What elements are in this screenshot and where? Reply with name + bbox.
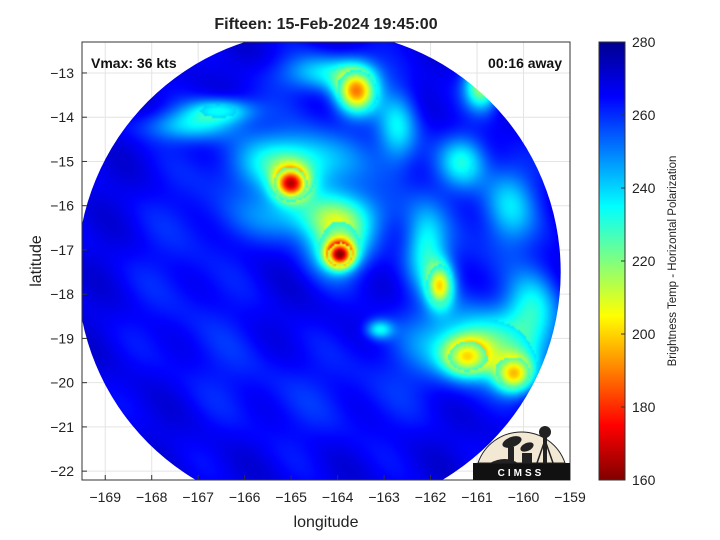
colorbar-tick-label: 160 — [632, 472, 656, 488]
y-tick-label: −18 — [50, 286, 74, 302]
y-axis-label: latitude — [28, 235, 45, 287]
cimss-logo: CIMSS — [473, 426, 570, 480]
y-axis-ticks: −13 −14 −15 −16 −17 −18 −19 −20 −21 −22 — [50, 65, 87, 479]
y-tick-label: −13 — [50, 65, 74, 81]
x-axis-label: longitude — [294, 514, 359, 531]
x-tick-label: −162 — [415, 489, 447, 505]
svg-text:CIMSS: CIMSS — [498, 468, 545, 479]
colorbar-tick-label: 220 — [632, 253, 656, 269]
x-tick-label: −160 — [508, 489, 540, 505]
colorbar-tick-label: 200 — [632, 326, 656, 342]
swath — [82, 42, 561, 480]
colorbar-tick-label: 280 — [632, 34, 656, 50]
y-tick-label: −19 — [50, 330, 74, 346]
y-tick-label: −16 — [50, 198, 74, 214]
x-tick-label: −169 — [89, 489, 121, 505]
x-tick-label: −166 — [229, 489, 261, 505]
brightness-temperature-image — [82, 42, 561, 480]
colorbar-ticks: 280 260 240 220 200 180 160 — [621, 34, 656, 488]
x-tick-label: −163 — [368, 489, 400, 505]
x-tick-label: −161 — [461, 489, 493, 505]
y-tick-label: −17 — [50, 242, 74, 258]
y-tick-label: −22 — [50, 463, 74, 479]
y-tick-label: −20 — [50, 375, 74, 391]
x-tick-label: −167 — [182, 489, 214, 505]
x-axis-ticks: −169 −168 −167 −166 −165 −164 −163 −162 −161 −160… — [89, 475, 586, 505]
colorbar-tick-label: 260 — [632, 107, 656, 123]
vmax-annotation: Vmax: 36 kts — [91, 55, 177, 71]
colorbar-tick-label: 180 — [632, 399, 656, 415]
colorbar-tick-label: 240 — [632, 180, 656, 196]
x-tick-label: −168 — [136, 489, 168, 505]
colorbar-label: Brightness Temp - Horizontal Polarizatio… — [667, 156, 679, 367]
x-tick-label: −165 — [275, 489, 307, 505]
chart-title: Fifteen: 15-Feb-2024 19:45:00 — [214, 16, 437, 33]
plot-frame — [81, 41, 571, 481]
time-away-annotation: 00:16 away — [488, 55, 562, 71]
y-tick-label: −14 — [50, 109, 74, 125]
y-tick-label: −21 — [50, 419, 74, 435]
x-tick-label: −164 — [322, 489, 354, 505]
x-tick-label: −159 — [554, 489, 586, 505]
y-tick-label: −15 — [50, 153, 74, 169]
